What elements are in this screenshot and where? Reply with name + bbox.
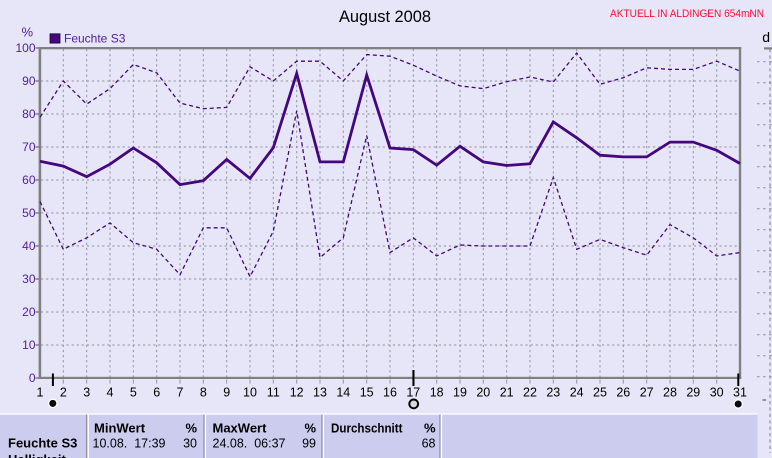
svg-text:14: 14 <box>336 386 350 400</box>
svg-text:100: 100 <box>15 41 35 55</box>
svg-text:Feuchte S3: Feuchte S3 <box>64 31 126 45</box>
svg-text:8: 8 <box>200 386 207 400</box>
svg-text:Feuchte S3: Feuchte S3 <box>8 436 77 451</box>
svg-text:%: % <box>424 421 436 436</box>
svg-text:30: 30 <box>183 437 197 451</box>
svg-text:24: 24 <box>570 386 584 400</box>
svg-text:3: 3 <box>83 386 90 400</box>
svg-text:20: 20 <box>476 386 490 400</box>
svg-text:6: 6 <box>153 386 160 400</box>
svg-text:26: 26 <box>616 386 630 400</box>
svg-text:30: 30 <box>710 386 724 400</box>
svg-text:MaxWert: MaxWert <box>213 421 268 436</box>
svg-text:17: 17 <box>406 386 420 400</box>
svg-text:10: 10 <box>243 386 257 400</box>
svg-text:9: 9 <box>223 386 230 400</box>
svg-text:MinWert: MinWert <box>94 421 146 436</box>
svg-text:50: 50 <box>22 206 36 220</box>
svg-text:23: 23 <box>546 386 560 400</box>
svg-text:%: % <box>185 421 197 436</box>
svg-text:10: 10 <box>22 338 36 352</box>
svg-text:12: 12 <box>290 386 304 400</box>
svg-text:16: 16 <box>383 386 397 400</box>
svg-text:24.08. 06:37: 24.08. 06:37 <box>213 437 286 451</box>
svg-text:99: 99 <box>302 437 316 451</box>
svg-text:%: % <box>304 421 316 436</box>
svg-text:21: 21 <box>500 386 514 400</box>
svg-text:28: 28 <box>663 386 677 400</box>
svg-text:60: 60 <box>22 173 36 187</box>
svg-text:August 2008: August 2008 <box>339 8 431 26</box>
svg-text:29: 29 <box>686 386 700 400</box>
svg-text:d: d <box>762 29 770 45</box>
svg-text:2: 2 <box>60 386 67 400</box>
svg-text:25: 25 <box>593 386 607 400</box>
svg-text:7: 7 <box>177 386 184 400</box>
svg-text:15: 15 <box>360 386 374 400</box>
svg-text:19: 19 <box>453 386 467 400</box>
svg-text:Helligkeit: Helligkeit <box>8 452 66 458</box>
svg-text:90: 90 <box>22 74 36 88</box>
svg-text:27: 27 <box>640 386 654 400</box>
svg-text:18: 18 <box>430 386 444 400</box>
svg-text:70: 70 <box>22 140 36 154</box>
svg-text:40: 40 <box>22 239 36 253</box>
svg-text:Durchschnitt: Durchschnitt <box>331 421 403 436</box>
svg-text:80: 80 <box>22 107 36 121</box>
svg-text:30: 30 <box>22 272 36 286</box>
svg-text:11: 11 <box>267 386 280 400</box>
svg-text:10.08. 17:39: 10.08. 17:39 <box>93 437 166 451</box>
svg-text:0: 0 <box>29 371 36 385</box>
svg-text:4: 4 <box>107 386 114 400</box>
svg-text:22: 22 <box>523 386 537 400</box>
svg-text:13: 13 <box>313 386 327 400</box>
svg-text:68: 68 <box>422 437 436 451</box>
svg-text:20: 20 <box>22 305 36 319</box>
svg-text:AKTUELL IN ALDINGEN 654mNN: AKTUELL IN ALDINGEN 654mNN <box>610 8 764 20</box>
svg-text:1: 1 <box>37 386 44 400</box>
svg-text:31: 31 <box>733 386 747 400</box>
svg-text:5: 5 <box>130 386 137 400</box>
svg-text:%: % <box>22 25 34 40</box>
